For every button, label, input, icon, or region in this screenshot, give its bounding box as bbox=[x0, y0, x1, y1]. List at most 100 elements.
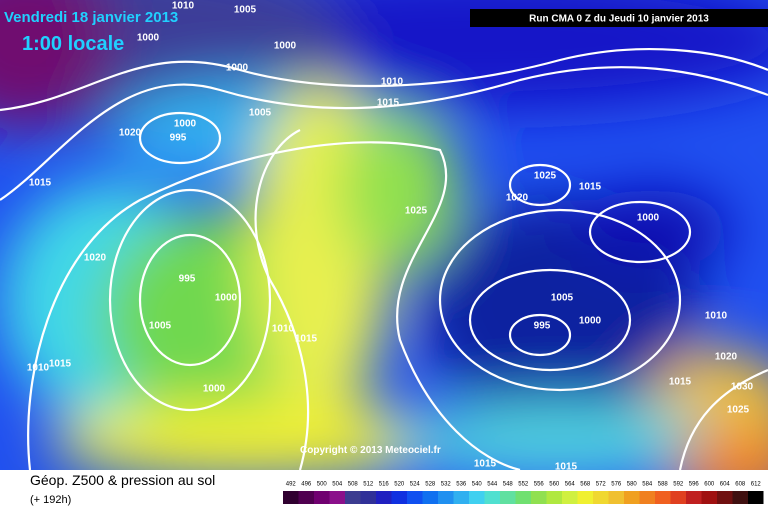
isobar-label: 1010 bbox=[172, 1, 195, 12]
legend-swatch bbox=[686, 491, 702, 504]
legend-swatch bbox=[546, 491, 562, 504]
legend-label: 524 bbox=[410, 482, 421, 488]
isobar bbox=[678, 368, 768, 470]
legend-label: 528 bbox=[425, 482, 436, 488]
legend-label: 552 bbox=[518, 482, 529, 488]
isobar bbox=[588, 200, 692, 264]
caption-lead: (+ 192h) bbox=[30, 494, 71, 506]
isobar-label: 1020 bbox=[84, 253, 107, 264]
legend-label: 600 bbox=[704, 482, 715, 488]
legend-label: 508 bbox=[348, 482, 359, 488]
legend-label: 580 bbox=[627, 482, 638, 488]
legend-label: 520 bbox=[394, 482, 405, 488]
isobar-label: 1005 bbox=[551, 293, 574, 304]
legend-swatch bbox=[500, 491, 516, 504]
isobar bbox=[468, 268, 632, 372]
legend-swatch bbox=[608, 491, 624, 504]
legend-swatch bbox=[453, 491, 469, 504]
legend-label: 576 bbox=[611, 482, 622, 488]
isobar-label: 1010 bbox=[381, 77, 404, 88]
isobar bbox=[508, 163, 572, 207]
isobar-label: 1020 bbox=[119, 128, 142, 139]
legend-label: 504 bbox=[332, 482, 343, 488]
legend-label: 608 bbox=[735, 482, 746, 488]
isobar bbox=[108, 188, 272, 412]
legend-label: 592 bbox=[673, 482, 684, 488]
run-text: Run CMA 0 Z du Jeudi 10 janvier 2013 bbox=[529, 14, 709, 25]
isobar-label: 1015 bbox=[29, 178, 52, 189]
legend-label: 572 bbox=[596, 482, 607, 488]
run-box bbox=[470, 9, 768, 27]
legend-label: 492 bbox=[286, 482, 297, 488]
legend-label: 544 bbox=[487, 482, 498, 488]
isobar-label: 1005 bbox=[249, 108, 272, 119]
legend-swatch bbox=[391, 491, 407, 504]
isobar bbox=[138, 111, 222, 165]
legend-label: 516 bbox=[379, 482, 390, 488]
isobar-label: 1015 bbox=[474, 459, 497, 470]
isobar-label: 1015 bbox=[295, 334, 318, 345]
legend-swatch bbox=[283, 491, 299, 504]
legend-swatch bbox=[469, 491, 485, 504]
legend-label: 496 bbox=[301, 482, 312, 488]
legend-swatch bbox=[531, 491, 547, 504]
legend-label: 564 bbox=[565, 482, 576, 488]
legend-swatch bbox=[624, 491, 640, 504]
isobar-label: 1030 bbox=[731, 382, 754, 393]
legend-label: 556 bbox=[534, 482, 545, 488]
isobar-label: 1000 bbox=[203, 384, 226, 395]
isobar bbox=[138, 233, 242, 367]
legend-swatch bbox=[670, 491, 686, 504]
isobar-label: 1010 bbox=[705, 311, 728, 322]
isobar-label: 1000 bbox=[137, 33, 160, 44]
legend-swatch bbox=[376, 491, 392, 504]
isobar-label: 1025 bbox=[405, 206, 428, 217]
legend-swatch bbox=[484, 491, 500, 504]
legend-label: 584 bbox=[642, 482, 653, 488]
isobar-label: 995 bbox=[179, 274, 196, 285]
legend-label: 568 bbox=[580, 482, 591, 488]
isobar-label: 1005 bbox=[234, 5, 257, 16]
caption-title: Géop. Z500 & pression au sol bbox=[30, 472, 215, 488]
isobar-label: 1015 bbox=[669, 377, 692, 388]
legend-label: 540 bbox=[472, 482, 483, 488]
legend-swatch bbox=[732, 491, 748, 504]
legend-label: 604 bbox=[720, 482, 731, 488]
forecast-time: 1:00 locale bbox=[22, 33, 124, 55]
legend-swatch bbox=[422, 491, 438, 504]
isobar-label: 1020 bbox=[715, 352, 738, 363]
legend-label: 532 bbox=[441, 482, 452, 488]
isobar-label: 1005 bbox=[149, 321, 172, 332]
legend-label: 548 bbox=[503, 482, 514, 488]
isobar-label: 1015 bbox=[49, 359, 72, 370]
isobar bbox=[27, 141, 521, 470]
legend-label: 512 bbox=[363, 482, 374, 488]
isobar bbox=[0, 48, 768, 112]
isobar-label: 1000 bbox=[174, 119, 197, 130]
isobar-label: 1020 bbox=[506, 193, 529, 204]
legend-swatch bbox=[298, 491, 314, 504]
isobar-label: 1025 bbox=[727, 405, 750, 416]
isobar-label: 1010 bbox=[27, 363, 50, 374]
legend-label: 560 bbox=[549, 482, 560, 488]
legend-label: 596 bbox=[689, 482, 700, 488]
isobar bbox=[438, 208, 682, 392]
isobar bbox=[508, 313, 572, 357]
isobar-label: 1010 bbox=[272, 324, 295, 335]
isobar-label: 1025 bbox=[534, 171, 557, 182]
forecast-date: Vendredi 18 janvier 2013 bbox=[4, 9, 178, 26]
isobar-label: 1000 bbox=[579, 316, 602, 327]
legend-swatch bbox=[515, 491, 531, 504]
isobar-label: 1000 bbox=[274, 41, 297, 52]
legend-swatch bbox=[701, 491, 717, 504]
legend-swatch bbox=[562, 491, 578, 504]
isobar-label: 995 bbox=[170, 133, 187, 144]
legend-swatch bbox=[577, 491, 593, 504]
legend-swatch bbox=[345, 491, 361, 504]
legend-label: 612 bbox=[751, 482, 762, 488]
legend-swatch bbox=[407, 491, 423, 504]
legend-swatch bbox=[329, 491, 345, 504]
legend-swatch bbox=[360, 491, 376, 504]
